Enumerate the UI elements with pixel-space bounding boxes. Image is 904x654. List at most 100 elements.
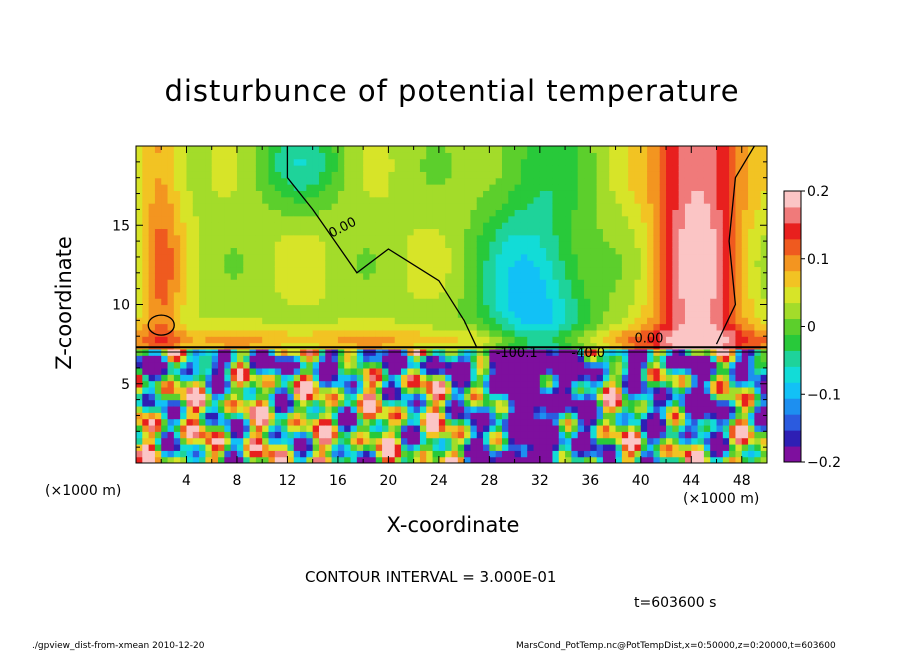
heat-cell — [710, 367, 718, 375]
heat-cell — [369, 279, 377, 287]
heat-cell — [180, 443, 188, 451]
heat-cell — [300, 386, 307, 394]
heat-cell — [520, 418, 528, 426]
heat-cell — [249, 196, 257, 204]
heat-cell — [501, 266, 509, 274]
heat-cell — [438, 177, 446, 185]
heat-cell — [514, 310, 522, 318]
heat-cell — [199, 190, 207, 198]
heat-cell — [703, 146, 711, 153]
heat-cell — [602, 247, 610, 255]
heat-cell — [426, 317, 434, 325]
heat-cell — [672, 342, 680, 350]
heat-cell — [470, 253, 478, 261]
heat-cell — [243, 380, 251, 388]
heat-cell — [678, 215, 686, 223]
heat-cell — [565, 158, 572, 166]
heat-cell — [375, 253, 383, 261]
heat-cell — [281, 431, 289, 439]
heat-cell — [520, 336, 528, 344]
heat-cell — [281, 247, 289, 255]
heat-cell — [640, 215, 648, 223]
heat-cell — [722, 171, 730, 179]
heat-cell — [565, 329, 572, 337]
heat-cell — [628, 456, 636, 463]
heat-cell — [249, 405, 257, 413]
heat-cell — [154, 228, 162, 236]
heat-cell — [748, 367, 755, 375]
heat-cell — [621, 158, 629, 166]
heat-cell — [199, 177, 207, 185]
heat-cell — [615, 203, 623, 210]
heat-cell — [445, 184, 453, 191]
heat-cell — [615, 253, 623, 261]
heat-cell — [224, 152, 232, 160]
heat-cell — [262, 247, 270, 255]
heat-cell — [533, 266, 541, 274]
heat-cell — [161, 310, 169, 318]
heat-cell — [281, 412, 289, 420]
heat-cell — [558, 374, 566, 382]
heat-cell — [262, 437, 270, 445]
heat-cell — [552, 412, 560, 420]
heat-cell — [274, 266, 282, 274]
heat-cell — [432, 266, 440, 274]
heat-cell — [647, 367, 655, 375]
heat-cell — [426, 291, 434, 299]
heat-cell — [470, 393, 478, 401]
heat-cell — [539, 165, 547, 172]
heat-cell — [647, 196, 655, 204]
heat-cell — [590, 184, 598, 191]
heat-cell — [205, 272, 213, 280]
heat-cell — [426, 196, 434, 204]
heat-cell — [735, 171, 743, 179]
heat-cell — [602, 418, 610, 426]
heat-cell — [407, 431, 415, 439]
heat-cell — [666, 165, 673, 172]
heat-cell — [602, 437, 610, 445]
heat-cell — [375, 405, 383, 413]
heat-cell — [167, 285, 175, 293]
heat-cell — [596, 266, 604, 274]
heat-cell — [653, 317, 661, 325]
heat-cell — [464, 165, 472, 172]
heat-cell — [142, 355, 150, 363]
heat-cell — [748, 412, 755, 420]
heat-cell — [312, 203, 320, 210]
heat-cell — [136, 323, 143, 331]
heat-cell — [394, 253, 402, 261]
heat-cell — [501, 222, 509, 230]
heat-cell — [325, 298, 333, 306]
heat-cell — [464, 241, 472, 249]
heat-cell — [577, 336, 585, 344]
heat-cell — [602, 165, 610, 172]
heat-cell — [281, 190, 289, 198]
heat-cell — [218, 203, 225, 210]
heat-cell — [344, 336, 352, 344]
heat-cell — [451, 437, 459, 445]
heat-cell — [445, 241, 453, 249]
heat-cell — [464, 424, 472, 432]
heat-cell — [274, 367, 282, 375]
heat-cell — [735, 222, 743, 230]
heat-cell — [615, 317, 623, 325]
heat-cell — [678, 386, 686, 394]
heat-cell — [161, 234, 169, 242]
heat-cell — [419, 405, 427, 413]
heat-cell — [356, 241, 364, 249]
heat-cell — [483, 203, 490, 210]
heat-cell — [236, 209, 244, 217]
heat-cell — [666, 247, 673, 255]
heat-cell — [161, 279, 169, 287]
heat-cell — [489, 450, 497, 458]
heat-cell — [438, 184, 446, 191]
heat-cell — [735, 234, 743, 242]
heat-cell — [634, 323, 642, 331]
heat-cell — [697, 450, 705, 458]
heat-cell — [407, 184, 415, 191]
heat-cell — [445, 367, 453, 375]
heat-cell — [533, 386, 541, 394]
heat-cell — [710, 374, 718, 382]
heat-cell — [729, 298, 737, 306]
heat-cell — [552, 405, 560, 413]
